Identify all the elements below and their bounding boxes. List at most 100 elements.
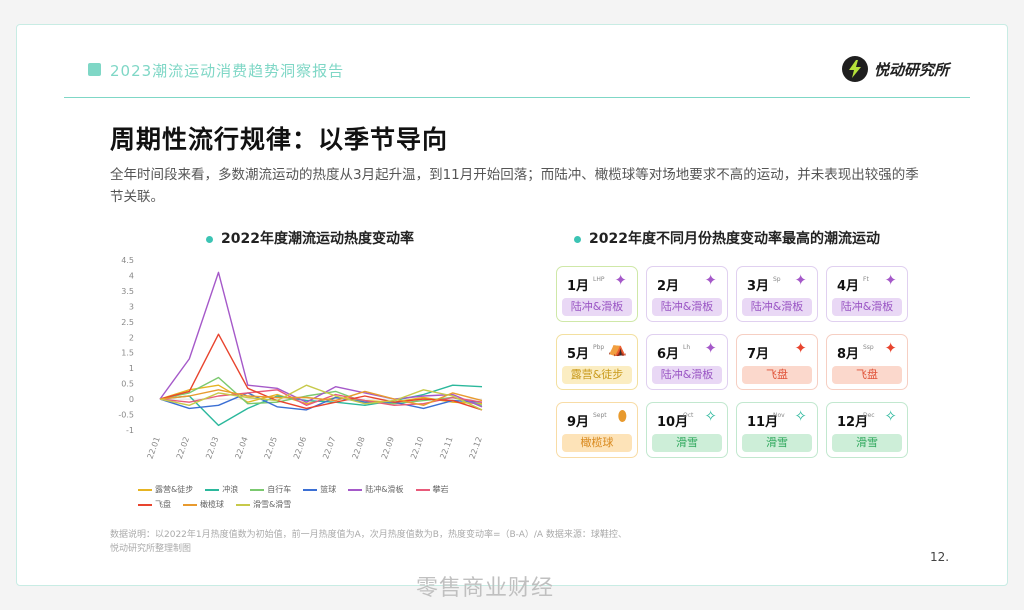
series-line — [159, 384, 483, 427]
watermark: 零售商业财经 — [416, 576, 555, 601]
card-sport-label: 橄榄球 — [562, 434, 632, 452]
card-month: 6月 — [657, 347, 680, 362]
month-card: 8月 Ssp ✦ 飞盘 — [826, 334, 908, 390]
card-sport-label: 飞盘 — [832, 366, 902, 384]
card-sport-label: 滑雪 — [832, 434, 902, 452]
card-sport-label: 飞盘 — [742, 366, 812, 384]
month-card: 9月 Sept ⬮ 橄榄球 — [556, 402, 638, 458]
sport-icon: ✦ — [884, 339, 897, 357]
legend-item: 露营&徒步 — [138, 484, 193, 495]
line-chart: -1 -0.5 0 0.5 1 1.5 2 2.5 3 3.5 4 4.5 22.01 22.02 22.0… — [118, 256, 483, 461]
x-tick-label: 22.10 — [409, 436, 425, 461]
card-month: 7月 — [747, 347, 770, 362]
legend-swatch — [138, 488, 152, 491]
y-tick-label: 3 — [129, 302, 134, 311]
card-month: 2月 — [657, 279, 680, 294]
sport-icon: ✧ — [884, 407, 897, 425]
y-tick-label: 4 — [129, 271, 134, 280]
month-card: 7月 ✦ 飞盘 — [736, 334, 818, 390]
card-sport-label: 滑雪 — [652, 434, 722, 452]
y-tick-label: 4.5 — [121, 256, 134, 265]
card-sport-label: 陆冲&滑板 — [832, 298, 902, 316]
y-tick-label: 1.5 — [121, 349, 134, 358]
chart-title: 2022年度潮流运动热度变动率 — [221, 231, 414, 247]
x-tick-label: 22.11 — [438, 436, 454, 461]
legend-swatch — [250, 488, 265, 491]
card-month: 10月 — [657, 415, 689, 430]
sport-icon: ✦ — [884, 271, 897, 289]
month-card: 11月 Nov ✧ 滑雪 — [736, 402, 818, 458]
legend-swatch — [415, 488, 430, 491]
page-description: 全年时间段来看，多数潮流运动的热度从3月起升温，到11月开始回落；而陆冲、橄榄球… — [110, 167, 919, 205]
card-caption: Ssp — [863, 344, 874, 351]
card-month: 3月 — [747, 279, 770, 294]
x-tick-label: 22.07 — [321, 436, 337, 461]
month-card: 1月 LHP ✦ 陆冲&滑板 — [556, 266, 638, 322]
legend-label: 露营&徒步 — [155, 485, 194, 494]
legend-item: 攀岩 — [415, 484, 449, 495]
card-sport-label: 陆冲&滑板 — [652, 298, 722, 316]
card-month: 8月 — [837, 347, 860, 362]
chart-heading: 2022年度潮流运动热度变动率 — [206, 228, 414, 248]
bullet-dot — [206, 235, 213, 243]
x-tick-label: 22.05 — [263, 436, 279, 461]
card-caption: Dec — [863, 412, 875, 419]
x-tick-label: 22.01 — [146, 436, 162, 461]
y-tick-label: 3.5 — [121, 287, 134, 296]
legend-label: 橄榄球 — [200, 500, 224, 509]
card-month: 5月 — [567, 347, 590, 362]
y-tick-label: 1 — [129, 364, 134, 373]
legend-item: 橄榄球 — [183, 499, 224, 510]
bullet-dot — [574, 235, 581, 243]
source-note: 数据说明：以2022年1月热度值数为初始值，前一月热度值为A，次月热度值数为B，… — [110, 530, 627, 554]
legend-swatch — [205, 488, 220, 491]
card-caption: Sept — [593, 412, 607, 419]
card-sport-label: 滑雪 — [742, 434, 812, 452]
card-caption: LHP — [593, 276, 605, 283]
legend-swatch — [138, 503, 152, 506]
card-caption: Sp — [773, 276, 781, 283]
sport-icon: ✦ — [614, 271, 627, 289]
monthly-title: 2022年度不同月份热度变动率最高的潮流运动 — [589, 231, 880, 247]
card-sport-label: 陆冲&滑板 — [742, 298, 812, 316]
month-card: 5月 Pbp ⛺ 露营&徒步 — [556, 334, 638, 390]
card-caption: Nov — [773, 412, 785, 419]
sport-icon: ✧ — [794, 407, 807, 425]
sport-icon: ✦ — [704, 271, 717, 289]
series-line — [159, 333, 483, 411]
legend-label: 飞盘 — [155, 500, 171, 509]
monthly-heading: 2022年度不同月份热度变动率最高的潮流运动 — [574, 228, 880, 248]
header-marker — [88, 63, 101, 76]
card-month: 4月 — [837, 279, 860, 294]
series-line — [159, 392, 483, 411]
y-tick-label: -0.5 — [118, 411, 134, 420]
y-tick-label: 2 — [129, 333, 134, 342]
legend-label: 滑雪&滑雪 — [253, 500, 292, 509]
x-tick-label: 22.02 — [175, 436, 191, 461]
y-tick-label: 2.5 — [121, 318, 134, 327]
page-number: 12. — [930, 550, 950, 564]
monthly-card-grid: 1月 LHP ✦ 陆冲&滑板 2月 ✦ 陆冲&滑板 3月 Sp ✦ 陆冲&滑板 4月 Ft ✦ 陆冲&滑板 5… — [556, 266, 908, 458]
sport-icon: ✦ — [794, 271, 807, 289]
chart-legend: 露营&徒步 冲浪 自行车 篮球 陆冲&滑板 攀岩飞盘 橄榄球 滑雪&滑雪 — [138, 484, 488, 510]
legend-label: 篮球 — [320, 485, 337, 494]
legend-item: 冲浪 — [205, 484, 238, 495]
card-sport-label: 露营&徒步 — [562, 366, 632, 384]
x-tick-label: 22.09 — [380, 436, 396, 461]
legend-item: 滑雪&滑雪 — [236, 499, 291, 510]
series-line — [159, 384, 483, 411]
sport-icon: ✦ — [704, 339, 717, 357]
card-month: 12月 — [837, 415, 869, 430]
month-card: 4月 Ft ✦ 陆冲&滑板 — [826, 266, 908, 322]
card-caption: Lh — [683, 344, 691, 351]
month-card: 3月 Sp ✦ 陆冲&滑板 — [736, 266, 818, 322]
sport-icon: ✧ — [704, 407, 717, 425]
legend-label: 冲浪 — [222, 485, 239, 494]
lightning-icon — [842, 56, 868, 82]
card-month: 11月 — [747, 415, 779, 430]
card-sport-label: 陆冲&滑板 — [562, 298, 632, 316]
legend-label: 自行车 — [267, 485, 292, 494]
legend-item: 陆冲&滑板 — [348, 484, 404, 495]
x-tick-label: 22.03 — [204, 436, 220, 461]
series-line — [159, 271, 483, 408]
